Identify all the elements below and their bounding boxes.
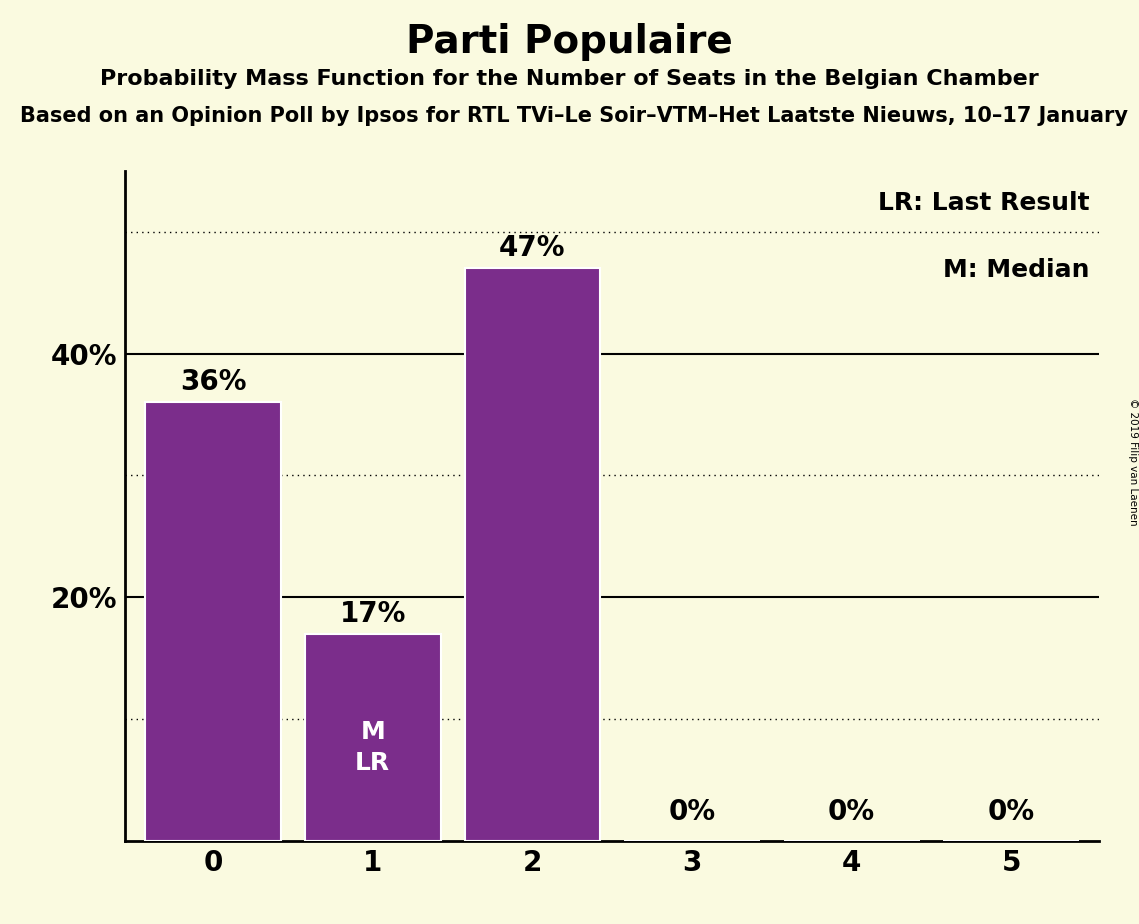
Text: 17%: 17% bbox=[339, 600, 405, 627]
Text: 36%: 36% bbox=[180, 369, 246, 396]
Text: 0%: 0% bbox=[988, 798, 1035, 826]
Text: M: Median: M: Median bbox=[943, 258, 1089, 282]
Text: Probability Mass Function for the Number of Seats in the Belgian Chamber: Probability Mass Function for the Number… bbox=[100, 69, 1039, 90]
Bar bbox=[305, 634, 441, 841]
Bar bbox=[146, 402, 281, 841]
Text: M
LR: M LR bbox=[355, 720, 391, 775]
Text: 0%: 0% bbox=[669, 798, 715, 826]
Text: 47%: 47% bbox=[499, 235, 566, 262]
Text: © 2019 Filip van Laenen: © 2019 Filip van Laenen bbox=[1129, 398, 1138, 526]
Bar bbox=[465, 268, 600, 841]
Text: 0%: 0% bbox=[828, 798, 875, 826]
Text: Based on an Opinion Poll by Ipsos for RTL TVi–Le Soir–VTM–Het Laatste Nieuws, 10: Based on an Opinion Poll by Ipsos for RT… bbox=[19, 106, 1128, 127]
Text: LR: Last Result: LR: Last Result bbox=[878, 191, 1089, 215]
Text: Parti Populaire: Parti Populaire bbox=[407, 23, 732, 61]
